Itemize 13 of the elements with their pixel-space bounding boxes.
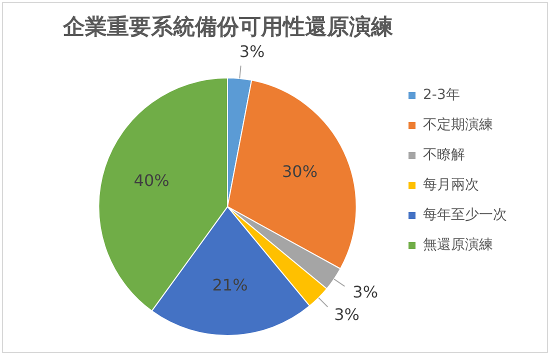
chart-title: 企業重要系統備份可用性還原演練: [62, 14, 394, 40]
data-label: 3%: [334, 305, 360, 324]
legend-label: 不定期演練: [423, 117, 493, 134]
data-label: 3%: [352, 282, 378, 302]
legend-label: 不瞭解: [423, 147, 465, 164]
legend-label: 每年至少一次: [423, 207, 507, 224]
legend-label: 無還原演練: [423, 237, 493, 254]
data-label: 40%: [134, 171, 170, 190]
data-label: 30%: [282, 162, 318, 181]
data-label: 21%: [212, 276, 248, 295]
data-label: 3%: [239, 42, 265, 61]
legend-label: 2-3年: [423, 87, 460, 104]
legend-label: 每月兩次: [423, 177, 479, 194]
